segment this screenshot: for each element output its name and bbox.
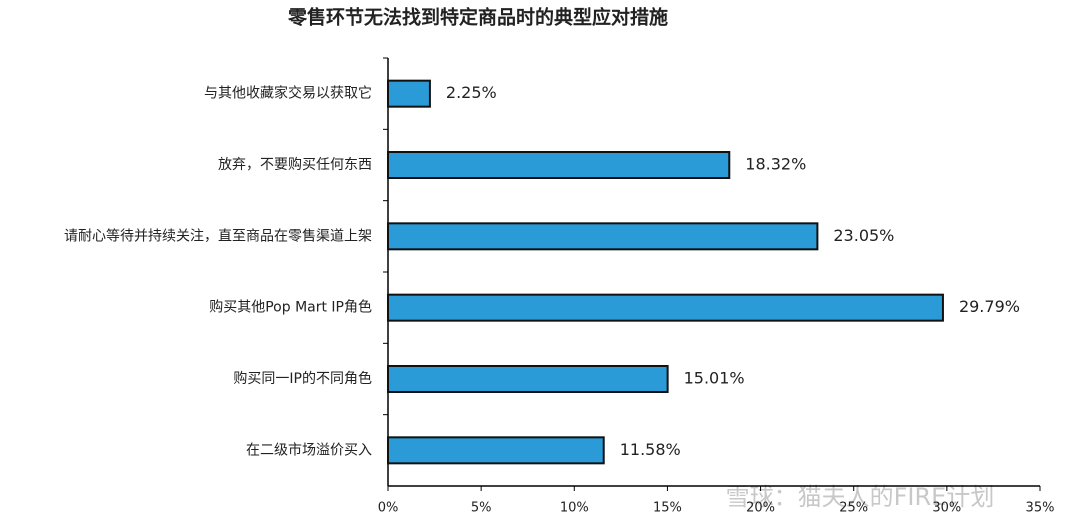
y-tick-label: 放弃，不要购买任何东西 xyxy=(218,157,372,173)
bar xyxy=(387,222,819,251)
value-label: 18.32% xyxy=(745,155,806,174)
bar xyxy=(387,365,669,393)
y-tick-label: 请耐心等待并持续关注，直至商品在零售渠道上架 xyxy=(64,227,372,244)
value-label: 29.79% xyxy=(959,297,1020,316)
value-label: 2.25% xyxy=(446,83,497,102)
x-tick-label: 35% xyxy=(1026,501,1055,516)
bar xyxy=(387,79,431,108)
value-label: 23.05% xyxy=(833,226,894,245)
chart-title: 零售环节无法找到特定商品时的典型应对措施 xyxy=(287,6,668,29)
y-tick-label: 在二级市场溢价买入 xyxy=(246,441,372,458)
y-tick-label: 购买同一IP的不同角色 xyxy=(233,370,372,387)
watermark: 雪球：猫夫人的FIRE计划 xyxy=(726,483,995,511)
value-label: 15.01% xyxy=(684,369,745,388)
bar xyxy=(387,293,944,322)
x-tick-label: 20% xyxy=(746,501,775,516)
x-tick-label: 10% xyxy=(560,501,589,516)
x-tick-label: 25% xyxy=(839,501,868,516)
y-tick-label: 与其他收藏家交易以获取它 xyxy=(204,85,372,102)
x-tick-label: 0% xyxy=(378,501,399,516)
x-tick-label: 5% xyxy=(471,501,492,516)
x-tick-label: 15% xyxy=(653,501,682,516)
value-label: 11.58% xyxy=(620,440,681,459)
x-tick-label: 30% xyxy=(932,501,961,516)
y-tick-label: 购买其他Pop Mart IP角色 xyxy=(209,299,372,316)
bar xyxy=(387,151,731,179)
bar xyxy=(387,436,605,465)
